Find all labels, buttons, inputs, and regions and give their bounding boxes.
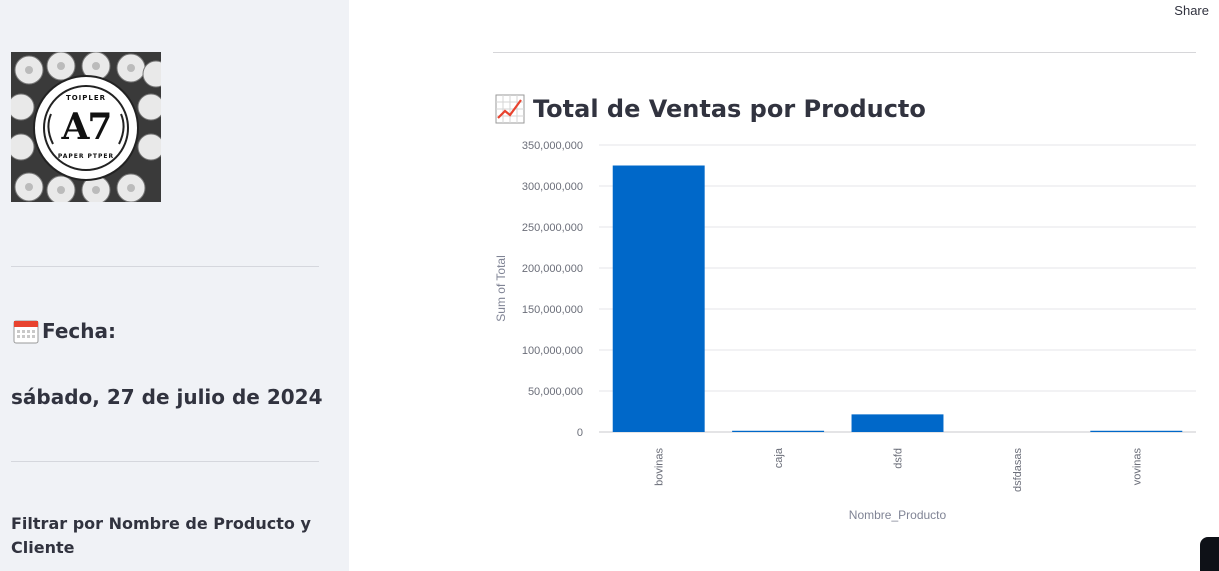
x-tick-label: caja bbox=[773, 447, 785, 468]
y-axis-label: Sum of Total bbox=[494, 255, 508, 321]
calendar-icon bbox=[13, 318, 39, 344]
bar bbox=[732, 430, 825, 432]
main-divider bbox=[493, 52, 1196, 53]
bar-chart: 0 50,000,000 100,000,000 150,000,000 200,000… bbox=[494, 140, 1196, 522]
y-tick-label: 50,000,000 bbox=[528, 386, 583, 398]
y-tick-label: 100,000,000 bbox=[522, 345, 583, 357]
fecha-label: Fecha: bbox=[42, 319, 117, 343]
sidebar-divider bbox=[11, 266, 319, 267]
y-tick-label: 300,000,000 bbox=[522, 181, 583, 193]
brand-logo: A7 TOIPLER PAPER PTPER bbox=[11, 52, 161, 202]
chart-title: Total de Ventas por Producto bbox=[533, 95, 926, 123]
manage-app-button[interactable] bbox=[1200, 537, 1219, 571]
fecha-value: sábado, 27 de julio de 2024 bbox=[11, 385, 323, 409]
bar bbox=[1090, 430, 1183, 432]
chart-heading: Total de Ventas por Producto bbox=[495, 94, 926, 124]
y-tick-label: 250,000,000 bbox=[522, 222, 583, 234]
x-tick-label: dsfd bbox=[893, 448, 905, 469]
logo-bottom-text: PAPER PTPER bbox=[57, 153, 115, 160]
bar bbox=[851, 414, 944, 432]
sidebar-divider bbox=[11, 461, 319, 462]
share-button[interactable]: Share bbox=[1174, 3, 1209, 18]
x-tick-label: bovinas bbox=[654, 448, 666, 486]
chart-increasing-icon bbox=[495, 94, 525, 124]
fecha-heading: Fecha: bbox=[13, 318, 116, 344]
y-tick-label: 200,000,000 bbox=[522, 263, 583, 275]
sidebar: A7 TOIPLER PAPER PTPER Fecha: sábado, 27… bbox=[0, 0, 349, 571]
x-tick-label: vovinas bbox=[1131, 448, 1143, 486]
logo-top-text: TOIPLER bbox=[65, 94, 107, 102]
filter-heading: Filtrar por Nombre de Producto y Cliente bbox=[11, 514, 311, 557]
x-axis-label: Nombre_Producto bbox=[849, 508, 947, 522]
y-tick-label: 350,000,000 bbox=[522, 140, 583, 152]
x-tick-label: dsfdasas bbox=[1012, 448, 1024, 493]
y-tick-label: 150,000,000 bbox=[522, 304, 583, 316]
logo-brand-text: A7 bbox=[61, 106, 113, 148]
y-tick-label: 0 bbox=[577, 427, 583, 439]
bar bbox=[612, 165, 705, 432]
